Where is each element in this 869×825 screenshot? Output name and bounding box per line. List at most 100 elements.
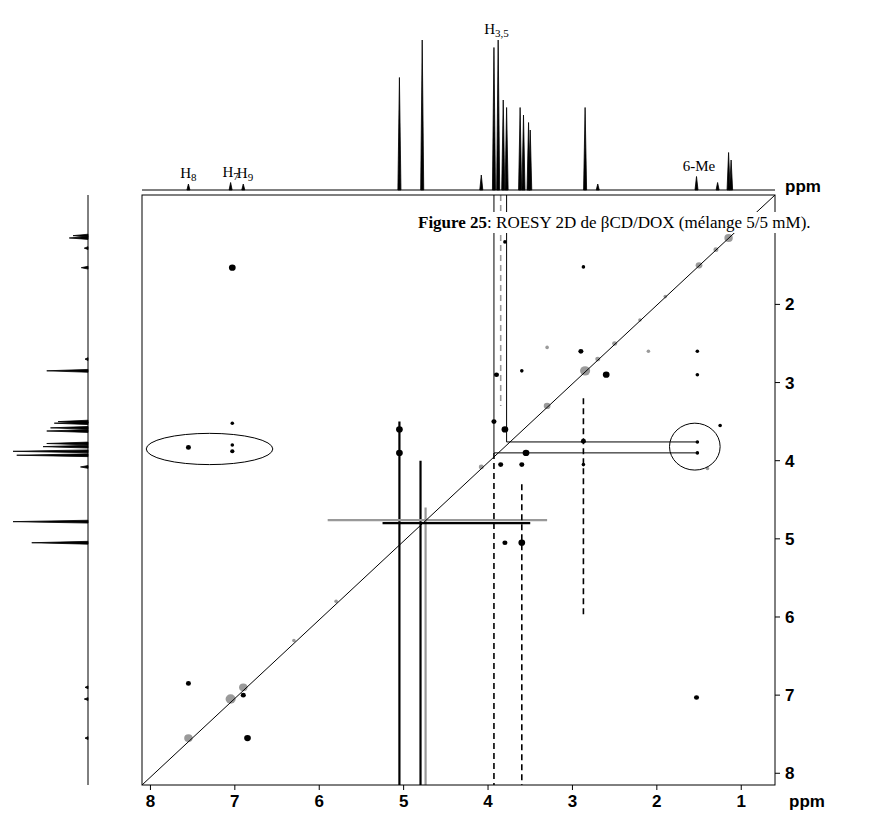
peak <box>529 130 532 190</box>
peak <box>51 426 89 429</box>
peak <box>480 175 483 190</box>
peak <box>84 247 88 250</box>
cross-peak <box>578 349 583 354</box>
y-tick <box>775 616 780 617</box>
cross-peak <box>581 439 586 444</box>
y-tick-label: 8 <box>785 764 794 783</box>
cross-peak <box>229 265 236 271</box>
y-tick <box>775 304 780 305</box>
peak <box>522 115 525 190</box>
x-tick <box>403 785 404 790</box>
peak <box>242 184 245 190</box>
cross-peak <box>694 695 699 700</box>
guide-line <box>142 195 775 785</box>
x-tick <box>741 785 742 790</box>
x-tick-label: 8 <box>146 792 155 811</box>
caption-background <box>416 212 813 233</box>
cross-peak <box>647 349 651 353</box>
peak-label: H3,5 <box>484 21 509 39</box>
cross-peak <box>184 734 192 742</box>
peak <box>505 108 508 191</box>
y-tick-label: 6 <box>785 608 794 627</box>
y-tick-label: 5 <box>785 530 794 549</box>
peak <box>502 100 505 190</box>
t1-streak <box>398 422 400 785</box>
cross-peak <box>582 463 586 467</box>
peak-label: H9 <box>237 165 254 183</box>
y-tick-label: 3 <box>785 374 794 393</box>
t1-streak <box>383 522 531 524</box>
highlight <box>670 423 721 470</box>
cross-peak <box>519 462 524 467</box>
top-spectrum <box>142 40 775 190</box>
t1-streak <box>419 461 421 785</box>
cross-peak <box>498 462 503 467</box>
x-tick-label: 2 <box>652 792 661 811</box>
highlight <box>146 433 273 464</box>
x-tick <box>234 785 235 790</box>
peak <box>398 78 401 191</box>
cross-peak <box>230 449 234 453</box>
cross-peak <box>545 346 549 350</box>
cross-peak <box>718 424 722 428</box>
x-tick-label: 5 <box>399 792 408 811</box>
peak <box>584 108 587 191</box>
peak <box>730 160 733 190</box>
peak <box>47 369 88 372</box>
plot-area <box>142 195 775 785</box>
cross-peak <box>186 445 191 450</box>
t1-streak <box>328 519 547 521</box>
y-tick <box>775 460 780 461</box>
peak <box>85 737 88 740</box>
cross-peak <box>520 369 524 373</box>
cross-peak <box>231 443 235 447</box>
peak-label: H8 <box>180 165 197 183</box>
y-tick-label: 2 <box>785 295 794 314</box>
peak <box>13 520 88 523</box>
chart: H8H7H9H3,56-Me87654321ppm12345678ppmFigu… <box>0 0 869 825</box>
peak <box>73 234 88 237</box>
x-tick <box>319 785 320 790</box>
peak <box>58 420 88 423</box>
peak <box>17 454 88 457</box>
y-tick <box>775 382 780 383</box>
peak-label: 6-Me <box>683 158 716 174</box>
peak <box>84 698 88 701</box>
cross-peak <box>241 693 246 698</box>
x-tick-label: 6 <box>315 792 324 811</box>
x-tick <box>150 785 151 790</box>
plot-frame <box>142 195 775 785</box>
cross-peak <box>186 681 191 686</box>
y-tick <box>775 538 780 539</box>
x-tick-label: 7 <box>230 792 239 811</box>
peak <box>229 183 232 191</box>
peak <box>492 48 495 191</box>
t1-streak <box>424 508 426 785</box>
peak <box>81 266 88 269</box>
t1-streak <box>493 453 495 785</box>
cross-peak <box>244 735 251 741</box>
cross-peak <box>544 403 551 409</box>
guide-line <box>494 452 697 453</box>
peak <box>13 450 88 453</box>
peak <box>421 40 424 190</box>
t1-streak <box>521 484 523 785</box>
peak <box>85 358 88 361</box>
x-tick <box>572 785 573 790</box>
cross-peak <box>502 540 507 545</box>
y-tick <box>775 695 780 696</box>
peak <box>716 183 719 191</box>
cross-peak <box>580 366 590 375</box>
guide-line <box>507 441 698 442</box>
cross-peak <box>603 372 610 378</box>
x-tick <box>656 785 657 790</box>
cross-peak <box>582 265 586 269</box>
cross-peak <box>502 426 509 432</box>
peak <box>695 177 698 191</box>
cross-peak <box>396 426 403 432</box>
peak <box>32 541 88 544</box>
cross-peak <box>231 421 235 425</box>
peak <box>85 686 88 689</box>
peak <box>497 40 500 190</box>
peak <box>43 445 88 448</box>
